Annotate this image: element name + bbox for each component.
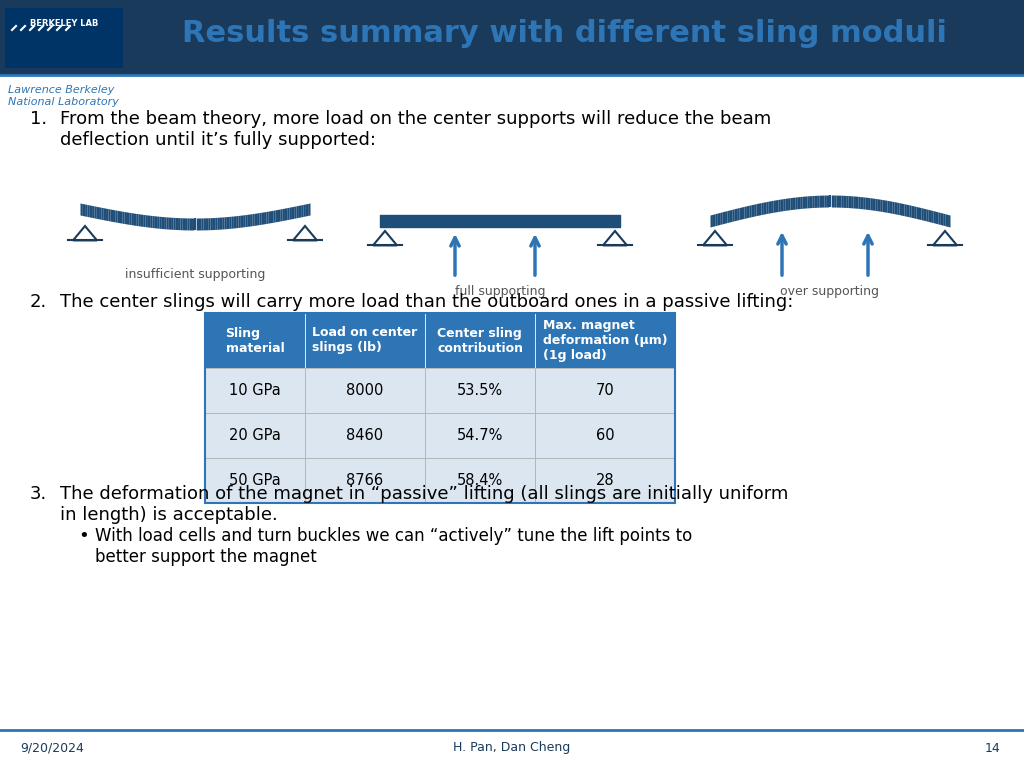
- Bar: [425, 313, 535, 368]
- Text: With load cells and turn buckles we can “actively” tune the lift points to
bette: With load cells and turn buckles we can …: [95, 527, 692, 566]
- Text: 60: 60: [596, 428, 614, 443]
- Text: Results summary with different sling moduli: Results summary with different sling mod…: [182, 18, 947, 48]
- Text: BERKELEY LAB: BERKELEY LAB: [30, 18, 98, 28]
- Text: full supporting: full supporting: [455, 285, 545, 298]
- Text: Load on center
slings (lb): Load on center slings (lb): [312, 326, 418, 355]
- Bar: [535, 413, 675, 458]
- Text: 10 GPa: 10 GPa: [229, 383, 281, 398]
- Bar: [425, 458, 535, 503]
- Bar: [305, 413, 425, 458]
- Bar: [425, 413, 535, 458]
- Text: Max. magnet
deformation (μm)
(1g load): Max. magnet deformation (μm) (1g load): [543, 319, 668, 362]
- Text: 2.: 2.: [30, 293, 47, 311]
- Text: Lawrence Berkeley: Lawrence Berkeley: [8, 85, 115, 95]
- Bar: [535, 313, 675, 368]
- Text: 8000: 8000: [346, 383, 384, 398]
- Bar: [5, 8, 123, 68]
- Bar: [205, 368, 305, 413]
- Text: Center sling
contribution: Center sling contribution: [437, 326, 523, 355]
- Bar: [305, 368, 425, 413]
- Bar: [205, 458, 305, 503]
- Text: The deformation of the magnet in “passive” lifting (all slings are initially uni: The deformation of the magnet in “passiv…: [60, 485, 788, 524]
- Text: H. Pan, Dan Cheng: H. Pan, Dan Cheng: [454, 741, 570, 754]
- Text: 20 GPa: 20 GPa: [229, 428, 281, 443]
- Text: •: •: [78, 527, 89, 545]
- Text: National Laboratory: National Laboratory: [8, 97, 119, 107]
- Bar: [305, 313, 425, 368]
- Bar: [425, 368, 535, 413]
- Text: 58.4%: 58.4%: [457, 473, 503, 488]
- Bar: [205, 313, 305, 368]
- Text: 28: 28: [596, 473, 614, 488]
- Bar: [0, 0, 1024, 75]
- Bar: [305, 458, 425, 503]
- Bar: [535, 368, 675, 413]
- Bar: [535, 458, 675, 503]
- Text: 8460: 8460: [346, 428, 384, 443]
- Text: 70: 70: [596, 383, 614, 398]
- Text: 8766: 8766: [346, 473, 384, 488]
- Text: The center slings will carry more load than the outboard ones in a passive lifti: The center slings will carry more load t…: [60, 293, 794, 311]
- Text: 50 GPa: 50 GPa: [229, 473, 281, 488]
- Text: 54.7%: 54.7%: [457, 428, 503, 443]
- Text: 14: 14: [984, 741, 1000, 754]
- Text: 3.: 3.: [30, 485, 47, 503]
- Text: 1.: 1.: [30, 110, 47, 128]
- Text: Sling
material: Sling material: [225, 326, 285, 355]
- Bar: [205, 413, 305, 458]
- Bar: [205, 313, 675, 503]
- Text: insufficient supporting: insufficient supporting: [125, 268, 265, 281]
- Bar: [0, 0, 130, 75]
- Text: From the beam theory, more load on the center supports will reduce the beam
defl: From the beam theory, more load on the c…: [60, 110, 771, 149]
- Text: 9/20/2024: 9/20/2024: [20, 741, 84, 754]
- Text: over supporting: over supporting: [780, 285, 880, 298]
- Text: 53.5%: 53.5%: [457, 383, 503, 398]
